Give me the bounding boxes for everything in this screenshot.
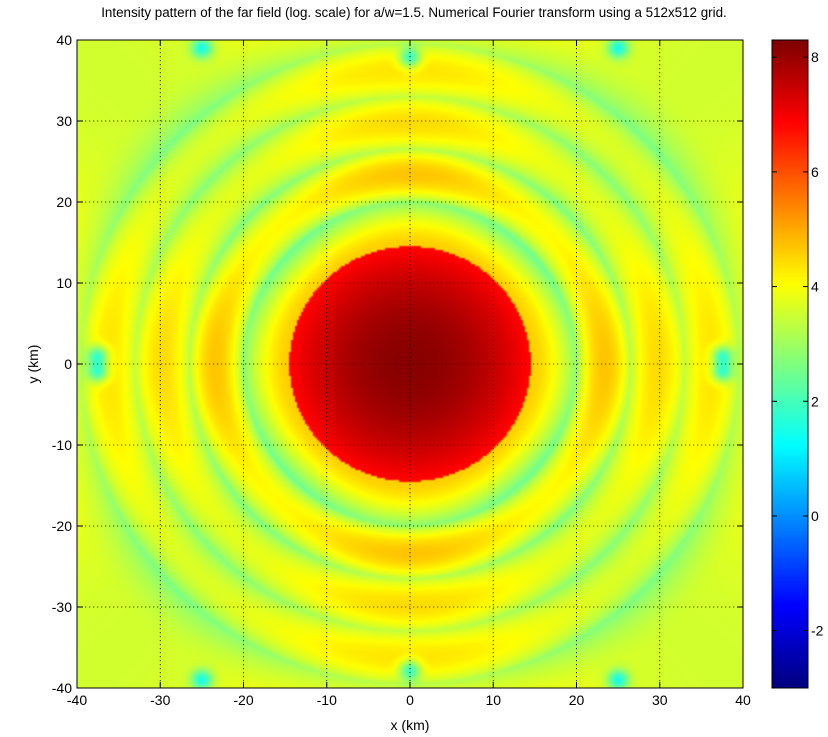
y-tick-label: 0 [64,356,72,372]
x-tick-label: -40 [67,692,87,708]
colorbar-tick-label: -2 [811,623,824,639]
colorbar-tick-label: 2 [811,393,819,409]
y-tick-label: 40 [56,32,72,48]
x-tick-label: -30 [150,692,170,708]
x-tick-label: -20 [233,692,253,708]
x-axis: -40 -30 -20 -10 0 10 20 30 40 [67,40,751,708]
colorbar-tick-label: 4 [811,279,819,295]
colorbar-gradient [772,40,808,688]
colorbar: 8 6 4 2 0 -2 [771,39,824,689]
y-tick-label: 10 [56,275,72,291]
y-tick-label: -20 [52,518,72,534]
x-tick-label: 20 [569,692,585,708]
y-axis: 40 30 20 10 0 -10 -20 -30 -40 [52,32,743,696]
colorbar-tick-label: 0 [811,508,819,524]
x-tick-label: 30 [652,692,668,708]
colorbar-frame [771,39,809,689]
x-axis-label: x (km) [391,717,430,733]
colorbar-tick-label: 8 [811,49,819,65]
grid-lines [77,40,743,688]
colorbar-ticks: 8 6 4 2 0 -2 [772,49,824,639]
y-tick-label: 20 [56,194,72,210]
y-tick-label: -10 [52,437,72,453]
x-tick-label: 0 [406,692,414,708]
colorbar-tick-label: 6 [811,164,819,180]
y-tick-label: -40 [52,680,72,696]
x-tick-label: -10 [317,692,337,708]
y-tick-label: 30 [56,113,72,129]
x-tick-label: 40 [735,692,751,708]
chart-title: Intensity pattern of the far field (log.… [101,5,727,20]
y-axis-label: y (km) [25,345,41,384]
y-tick-label: -30 [52,599,72,615]
plot-area: -40 -30 -20 -10 0 10 20 30 40 40 30 20 10 0 -10 -20 -30… [52,32,751,708]
x-tick-label: 10 [485,692,501,708]
